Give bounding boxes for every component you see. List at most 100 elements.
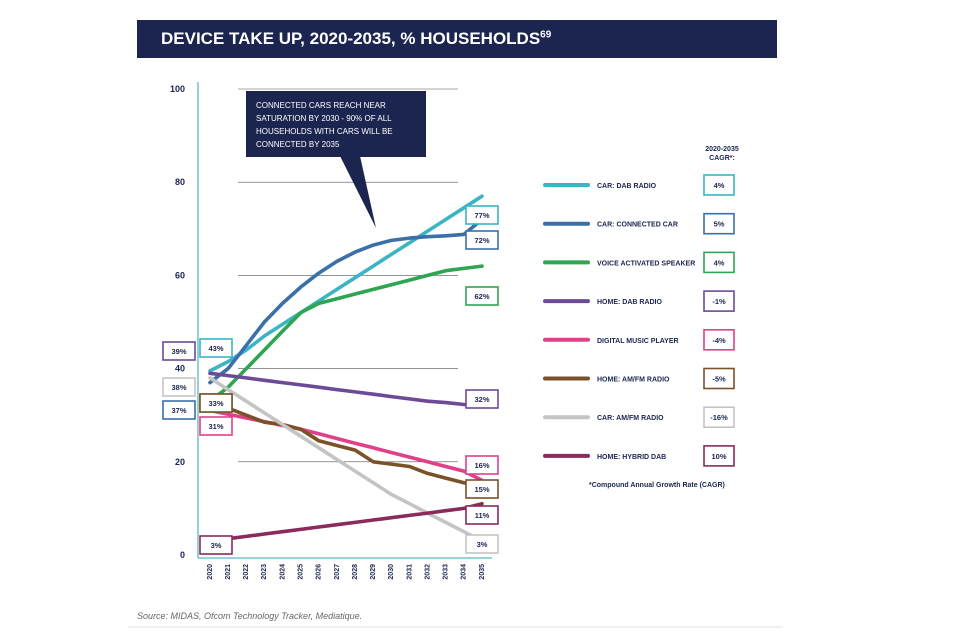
end-value-label-frame [465, 230, 499, 250]
x-tick-label: 2028 [352, 564, 359, 580]
series-line [208, 264, 484, 404]
series-line [208, 501, 484, 543]
start-value-label-frame [199, 416, 233, 436]
end-value-label-text: 32% [474, 395, 489, 404]
start-value-label: 31% [199, 416, 233, 436]
start-value-label-text: 37% [171, 406, 186, 415]
cagr-value: -4% [712, 336, 726, 345]
series-line [208, 399, 484, 487]
series-line [208, 371, 484, 408]
footer-divider [128, 626, 783, 628]
end-value-label-frame [465, 479, 499, 499]
cagr-box [703, 174, 735, 196]
x-tick-label: 2032 [424, 564, 431, 580]
start-value-label: 38% [162, 377, 196, 397]
y-tick-label: 100 [170, 84, 185, 94]
start-value-label-frame [199, 393, 233, 413]
x-tick-label: 2035 [479, 564, 486, 580]
title-banner: DEVICE TAKE UP, 2020-2035, % HOUSEHOLDS6… [137, 20, 777, 58]
y-tick-label: 60 [175, 270, 185, 280]
start-value-label-frame [162, 377, 196, 397]
callout-text: HOUSEHOLDS WITH CARS WILL BE [256, 127, 393, 136]
end-value-label: 3% [465, 534, 499, 554]
cagr-value: 4% [714, 258, 725, 267]
legend-item: CAR: CONNECTED CAR 5% [543, 212, 735, 235]
cagr-value: 4% [714, 181, 725, 190]
end-value-label-text: 15% [474, 485, 489, 494]
cagr-box [703, 445, 735, 467]
start-value-label: 37% [162, 400, 196, 420]
end-value-label: 32% [465, 389, 499, 409]
cagr-value: -1% [712, 297, 726, 306]
x-tick-label: 2020 [207, 564, 214, 580]
start-value-label-frame [162, 400, 196, 420]
x-tick-label: 2029 [370, 564, 377, 580]
cagr-footnote: *Compound Annual Growth Rate (CAGR) [589, 482, 725, 489]
start-value-label-text: 31% [208, 422, 223, 431]
cagr-value: -5% [712, 375, 726, 384]
end-value-label-frame [465, 505, 499, 525]
callout: CONNECTED CARS REACH NEAR SATURATION BY 2… [246, 91, 426, 228]
legend-item: DIGITAL MUSIC PLAYER -4% [543, 328, 735, 351]
end-value-label: 16% [465, 455, 499, 475]
cagr-header: 2020-2035 [705, 146, 739, 153]
cagr-box [703, 328, 735, 351]
start-value-label-frame [162, 341, 196, 361]
chart-title-text: DEVICE TAKE UP, 2020-2035, % HOUSEHOLDS [161, 29, 541, 48]
y-tick-label: 20 [175, 457, 185, 467]
x-tick-label: 2022 [243, 564, 250, 580]
legend-item: HOME: HYBRID DAB 10% [543, 445, 735, 467]
end-value-label-frame [465, 455, 499, 475]
start-value-label-text: 3% [211, 541, 222, 550]
x-tick-label: 2033 [443, 564, 450, 580]
legend-item: VOICE ACTIVATED SPEAKER 4% [543, 251, 735, 274]
cagr-value: -16% [710, 413, 728, 422]
legend-label: CAR: AM/FM RADIO [597, 415, 664, 422]
callout-box [246, 91, 426, 157]
legend-label: CAR: CONNECTED CAR [597, 222, 678, 229]
series-line [208, 408, 484, 483]
end-value-label: 62% [465, 286, 499, 306]
series-line [208, 217, 484, 385]
cagr-box [703, 212, 735, 235]
end-value-label-text: 77% [474, 211, 489, 220]
legend-label: HOME: DAB RADIO [597, 299, 662, 306]
end-value-label: 15% [465, 479, 499, 499]
start-value-label: 33% [199, 393, 233, 413]
end-value-label: 72% [465, 230, 499, 250]
x-tick-label: 2030 [388, 564, 395, 580]
start-value-label-text: 39% [171, 347, 186, 356]
end-value-label-frame [465, 286, 499, 306]
start-value-label-frame [199, 338, 233, 358]
cagr-value: 5% [714, 220, 725, 229]
title-footnote-ref: 69 [540, 29, 552, 41]
legend-item: HOME: DAB RADIO -1% [543, 290, 735, 312]
x-tick-label: 2025 [298, 564, 305, 580]
legend-label: HOME: AM/FM RADIO [597, 377, 670, 384]
x-tick-label: 2027 [334, 564, 341, 580]
callout-pointer [340, 156, 376, 228]
start-value-label: 43% [199, 338, 233, 358]
end-value-label-text: 16% [474, 461, 489, 470]
callout-text: SATURATION BY 2030 - 90% OF ALL [256, 114, 392, 123]
x-tick-label: 2034 [461, 564, 468, 580]
cagr-header: CAGR*: [709, 155, 735, 162]
legend-item: HOME: AM/FM RADIO -5% [543, 367, 735, 390]
cagr-box [703, 367, 735, 390]
start-value-label-frame [199, 535, 233, 555]
legend-label: DIGITAL MUSIC PLAYER [597, 338, 679, 345]
legend-item: CAR: AM/FM RADIO -16% [543, 406, 735, 429]
cagr-value: 10% [711, 452, 726, 461]
end-value-label-frame [465, 205, 499, 225]
callout-text: CONNECTED BY 2035 [256, 140, 340, 149]
end-value-label-text: 11% [475, 511, 490, 520]
series-line [208, 376, 484, 543]
source-note: Source: MIDAS, Ofcom Technology Tracker,… [137, 611, 363, 621]
start-value-label-text: 43% [208, 344, 223, 353]
start-value-label: 39% [162, 341, 196, 361]
end-value-label: 77% [465, 205, 499, 225]
end-value-label-text: 62% [474, 292, 489, 301]
cagr-box [703, 290, 735, 312]
start-value-label-text: 38% [171, 383, 186, 392]
